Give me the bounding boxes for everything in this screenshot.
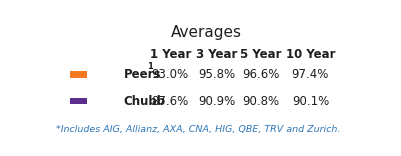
Text: 90.8%: 90.8%: [241, 95, 278, 107]
Text: 96.6%: 96.6%: [241, 68, 279, 81]
Text: 10 Year: 10 Year: [285, 48, 334, 61]
FancyBboxPatch shape: [69, 71, 87, 78]
Text: 1: 1: [146, 62, 152, 71]
Text: 90.9%: 90.9%: [198, 95, 235, 107]
Text: 97.4%: 97.4%: [291, 68, 328, 81]
FancyBboxPatch shape: [69, 98, 87, 104]
Text: 90.1%: 90.1%: [291, 95, 328, 107]
Text: *Includes AIG, Allianz, AXA, CNA, HIG, QBE, TRV and Zurich.: *Includes AIG, Allianz, AXA, CNA, HIG, Q…: [56, 125, 340, 134]
Text: 87.6%: 87.6%: [151, 95, 188, 107]
Text: Averages: Averages: [170, 25, 241, 40]
Text: 3 Year: 3 Year: [196, 48, 237, 61]
Text: 1 Year: 1 Year: [149, 48, 190, 61]
Text: 93.0%: 93.0%: [151, 68, 188, 81]
Text: Peers: Peers: [123, 68, 160, 81]
Text: 5 Year: 5 Year: [239, 48, 281, 61]
Text: 95.8%: 95.8%: [198, 68, 235, 81]
Text: Chubb: Chubb: [123, 95, 165, 107]
